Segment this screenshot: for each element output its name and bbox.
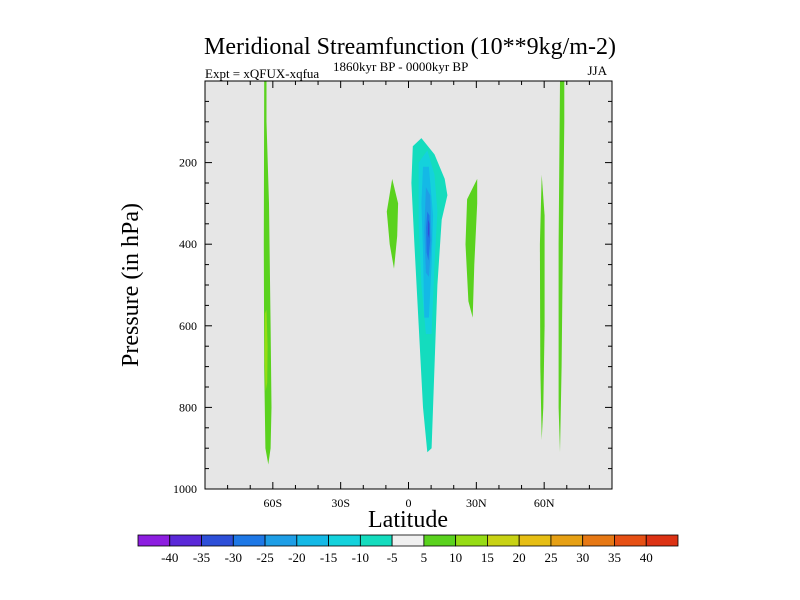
y-axis-label: Pressure (in hPa) bbox=[118, 203, 144, 367]
colorbar-swatch bbox=[391, 534, 425, 547]
colorbar-label: 5 bbox=[421, 550, 428, 565]
colorbar-label: 25 bbox=[544, 550, 557, 565]
colorbar-label: -10 bbox=[352, 550, 369, 565]
colorbar-swatch bbox=[614, 534, 647, 547]
colorbar-label: -20 bbox=[288, 550, 305, 565]
colorbar-label: 20 bbox=[513, 550, 526, 565]
colorbar-label: -40 bbox=[161, 550, 178, 565]
colorbar-swatch bbox=[137, 534, 171, 547]
contour-region-9 bbox=[465, 178, 478, 318]
colorbar-swatch bbox=[645, 534, 679, 547]
colorbar-label: -25 bbox=[256, 550, 273, 565]
colorbar-swatch bbox=[264, 534, 298, 547]
colorbar-swatch bbox=[518, 534, 552, 547]
colorbar-swatch bbox=[201, 534, 234, 547]
contour-region-8 bbox=[427, 219, 430, 239]
colorbar-label: -15 bbox=[320, 550, 337, 565]
x-tick-label: 30S bbox=[331, 496, 350, 510]
colorbar-swatch bbox=[423, 534, 457, 547]
contour-regions bbox=[263, 81, 565, 465]
contour-region-1 bbox=[264, 309, 268, 392]
colorbar-label: -5 bbox=[387, 550, 398, 565]
season-label: JJA bbox=[587, 63, 607, 78]
y-tick-label: 800 bbox=[179, 400, 197, 414]
colorbar-label: 35 bbox=[608, 550, 621, 565]
colorbar-label: 40 bbox=[640, 550, 653, 565]
colorbar-label: 15 bbox=[481, 550, 494, 565]
colorbar-swatch bbox=[328, 534, 361, 547]
contour-region-11 bbox=[558, 81, 565, 453]
colorbar-label: 10 bbox=[449, 550, 462, 565]
x-tick-label: 30N bbox=[466, 496, 487, 510]
y-tick-label: 600 bbox=[179, 319, 197, 333]
colorbar-swatch bbox=[487, 534, 520, 547]
contour-region-2 bbox=[386, 178, 399, 269]
y-tick-label: 400 bbox=[179, 237, 197, 251]
x-tick-label: 60S bbox=[263, 496, 282, 510]
colorbar-label: 30 bbox=[576, 550, 589, 565]
colorbar-swatch bbox=[359, 534, 393, 547]
x-axis-label: Latitude bbox=[368, 507, 448, 533]
contour-region-10 bbox=[539, 174, 545, 441]
colorbar-swatch bbox=[582, 534, 615, 547]
y-tick-label: 1000 bbox=[173, 482, 197, 496]
x-tick-label: 0 bbox=[406, 496, 412, 510]
x-tick-label: 60N bbox=[534, 496, 555, 510]
colorbar-swatch bbox=[296, 534, 329, 547]
colorbar-swatch bbox=[550, 534, 584, 547]
colorbar-label: -35 bbox=[193, 550, 210, 565]
colorbar-swatch bbox=[232, 534, 266, 547]
y-tick-label: 200 bbox=[179, 156, 197, 170]
colorbar-swatch bbox=[455, 534, 488, 547]
period-label: 1860kyr BP - 0000kyr BP bbox=[333, 59, 468, 74]
axis-ticks: 60S 30S 0 30N 60N 200 400 600 800 1000 bbox=[173, 81, 612, 510]
colorbar-label: -30 bbox=[225, 550, 242, 565]
colorbar-swatch bbox=[169, 534, 202, 547]
colorbar: -40 -35 -30 -25 -20 -15 -10 -5 5 10 15 20 25 30 35 40 bbox=[137, 534, 679, 565]
chart-title: Meridional Streamfunction (10**9kg/m-2) bbox=[204, 34, 616, 60]
plot-frame bbox=[204, 80, 613, 490]
experiment-label: Expt = xQFUX-xqfua bbox=[205, 66, 319, 81]
